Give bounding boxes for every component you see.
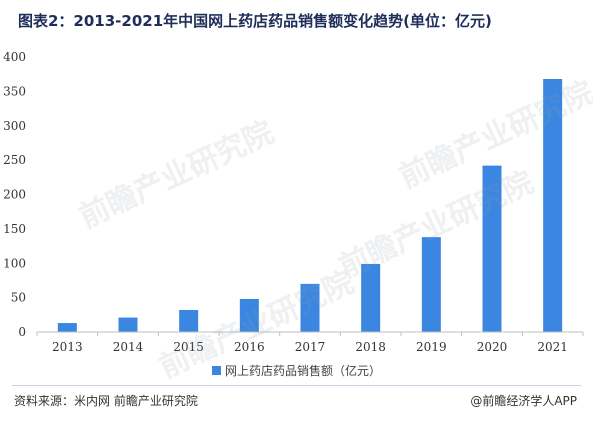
x-tick-label: 2015 xyxy=(173,340,204,354)
x-tick-label: 2018 xyxy=(355,340,386,354)
brand-credit: @前瞻经济学人APP xyxy=(470,392,577,409)
bar-2014 xyxy=(118,317,138,332)
bar-2019 xyxy=(421,237,441,332)
source-note: 资料来源：米内网 前瞻产业研究院 xyxy=(14,394,198,408)
y-tick-label: 350 xyxy=(3,84,26,98)
y-tick-label: 150 xyxy=(3,222,26,236)
x-tick-label: 2014 xyxy=(113,340,144,354)
bar-2020 xyxy=(482,165,502,332)
y-tick-label: 0 xyxy=(18,325,26,339)
y-tick-label: 200 xyxy=(3,188,26,202)
bar-2017 xyxy=(300,283,320,332)
chart-legend: 网上药店药品销售额（亿元） xyxy=(212,362,381,379)
chart-title: 图表2：2013-2021年中国网上药店药品销售额变化趋势(单位：亿元) xyxy=(18,12,492,30)
y-tick-label: 400 xyxy=(3,50,26,64)
y-tick-label: 100 xyxy=(3,256,26,270)
x-tick-label: 2013 xyxy=(52,340,83,354)
x-axis-ticks: 2013 2014 2015 2016 2017 2018 2019 2020 2021 xyxy=(36,332,584,354)
bar-2016 xyxy=(239,299,259,332)
x-tick-label: 2017 xyxy=(295,340,326,354)
bar-2015 xyxy=(179,310,199,332)
bar-2013 xyxy=(57,323,77,332)
x-tick-label: 2016 xyxy=(234,340,265,354)
x-tick-label: 2019 xyxy=(416,340,447,354)
bar-2021 xyxy=(543,79,563,332)
x-tick-label: 2020 xyxy=(477,340,508,354)
brand-text: @前瞻经济学人APP xyxy=(470,394,577,408)
legend-label: 网上药店药品销售额（亿元） xyxy=(225,364,382,378)
y-axis-ticks: 0 50 100 150 200 250 300 350 400 xyxy=(3,50,26,339)
x-tick-label: 2021 xyxy=(537,340,568,354)
footer-divider xyxy=(12,385,581,386)
legend-swatch xyxy=(212,366,221,375)
y-tick-label: 250 xyxy=(3,153,26,167)
y-tick-label: 50 xyxy=(11,291,26,305)
y-tick-label: 300 xyxy=(3,119,26,133)
bar-2018 xyxy=(361,263,381,332)
bar-series xyxy=(57,79,563,332)
